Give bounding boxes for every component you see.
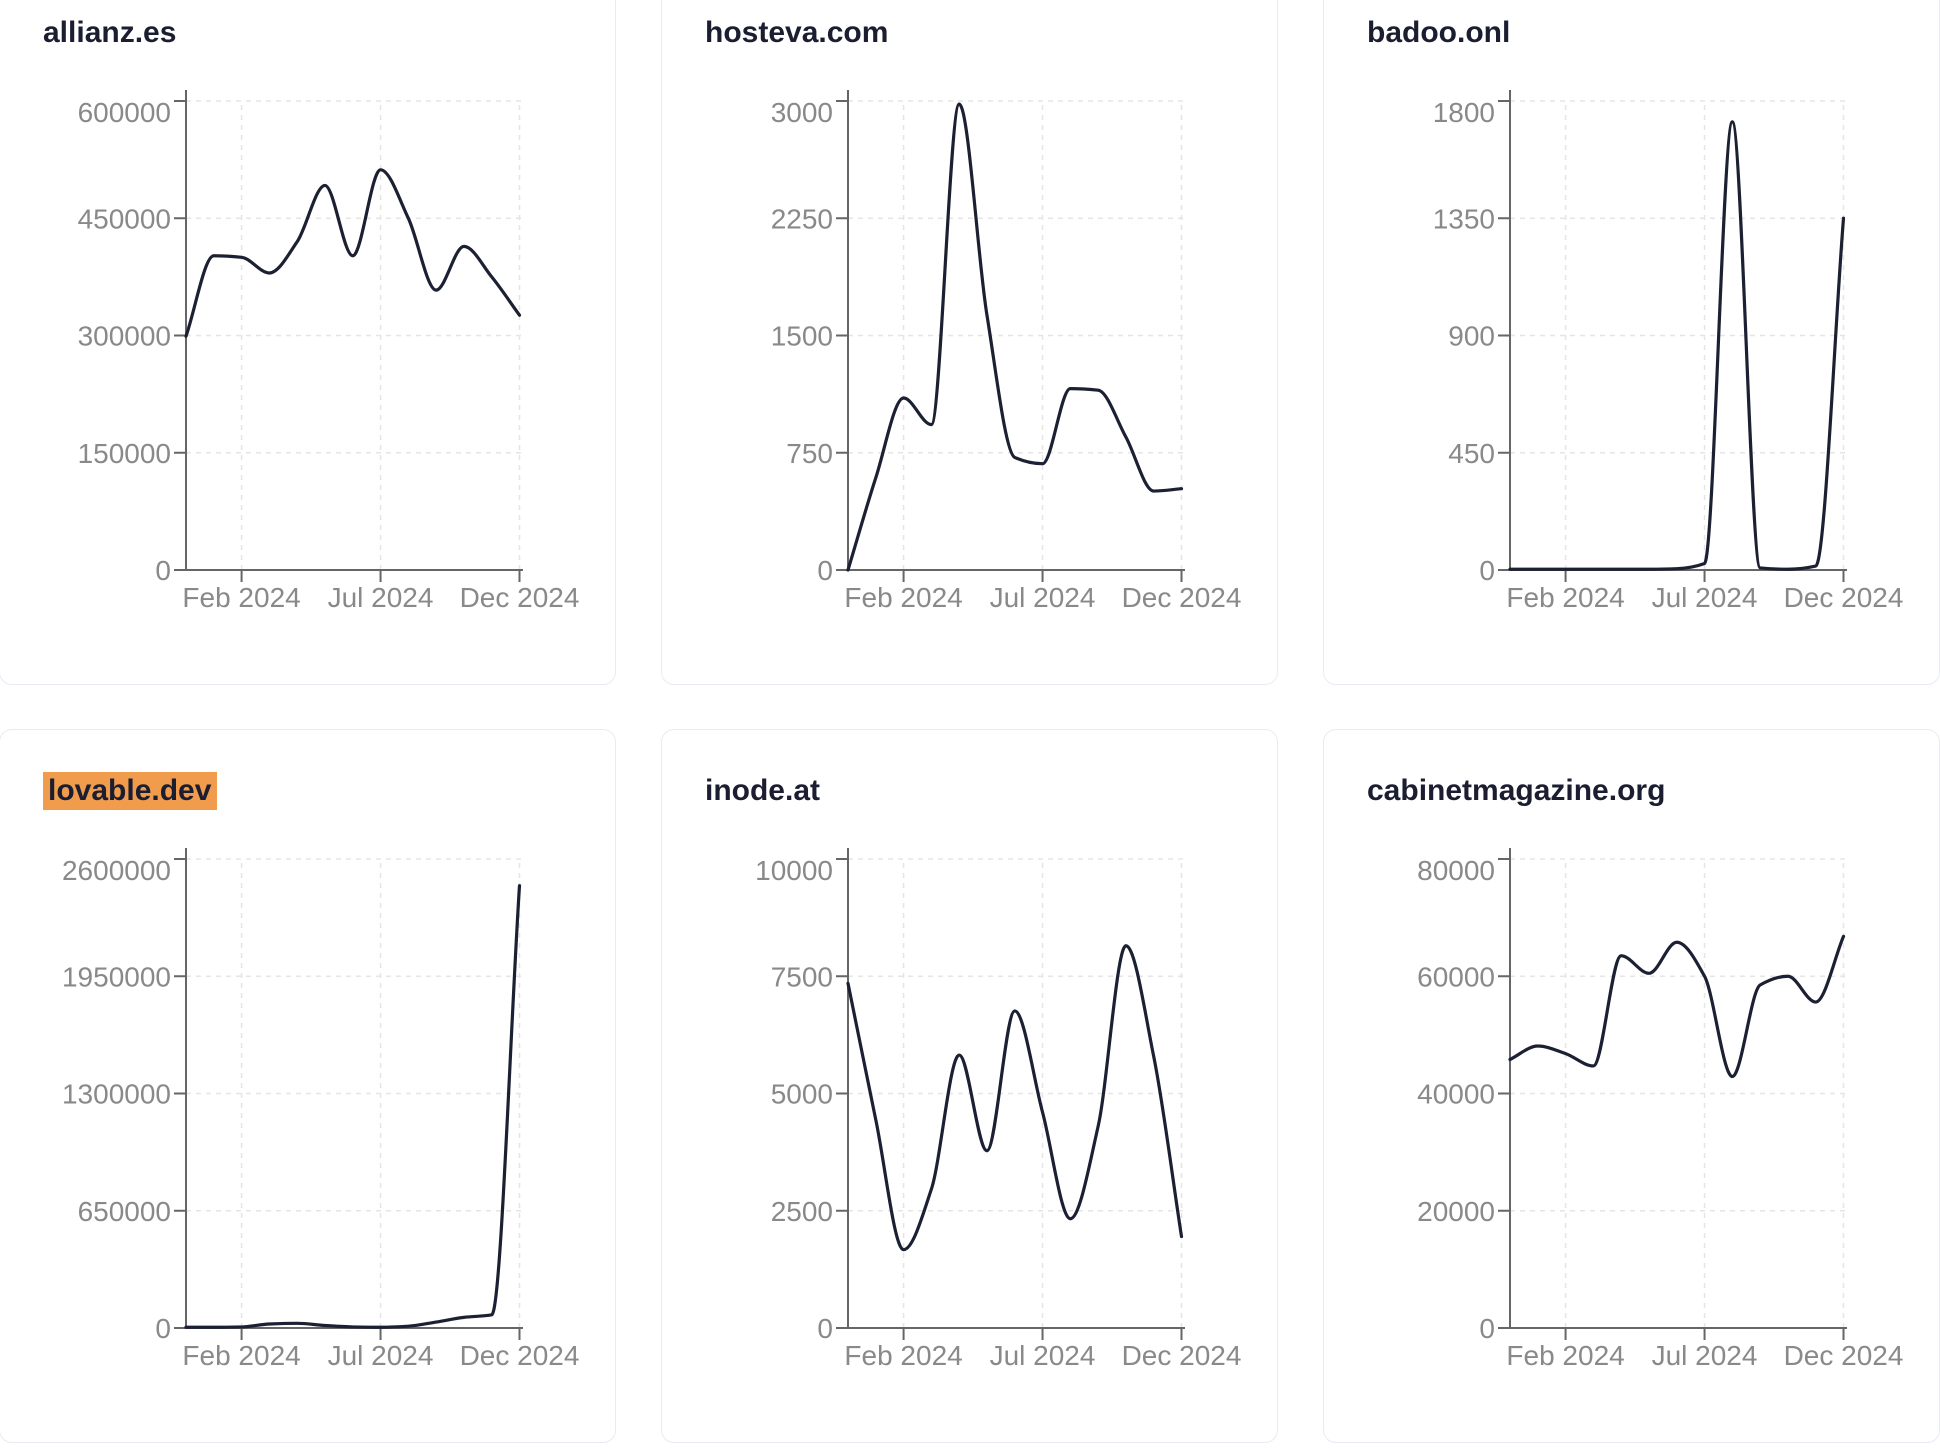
axes xyxy=(1498,848,1847,1340)
domain-card-cabinetmagazine[interactable]: cabinetmagazine.org 0 20000 40000 60000 8000… xyxy=(1323,729,1940,1443)
domain-name: badoo.onl xyxy=(1367,16,1511,49)
y-tick-label: 0 xyxy=(817,555,833,586)
domain-name: allianz.es xyxy=(43,16,177,49)
gridlines xyxy=(848,100,1185,570)
y-tick-label: 7500 xyxy=(771,961,833,992)
traffic-line-chart: 0 450 900 1350 1800 Feb 2024 Jul 2024 Dec 2024 xyxy=(1433,90,1904,613)
y-tick-label: 5000 xyxy=(771,1079,833,1110)
card-title: inode.at xyxy=(705,772,820,810)
y-tick-label: 3000 xyxy=(771,97,833,128)
y-tick-label: 0 xyxy=(155,555,171,586)
y-tick-label: 450000 xyxy=(78,203,171,234)
x-tick-label: Dec 2024 xyxy=(1784,582,1904,613)
domain-card-hosteva[interactable]: hosteva.com 0 750 1500 2250 3000 Feb 2024 Jul … xyxy=(661,0,1278,685)
domain-name: hosteva.com xyxy=(705,16,889,49)
traffic-line-chart: 0 20000 40000 60000 80000 Feb 2024 Jul 2024 Dec… xyxy=(1417,848,1903,1371)
domain-card-allianz[interactable]: allianz.es 0 150000 300000 450000 600000 Feb … xyxy=(0,0,616,685)
y-tick-label: 0 xyxy=(817,1313,833,1344)
x-tick-label: Dec 2024 xyxy=(1122,582,1242,613)
x-tick-label: Jul 2024 xyxy=(1652,1340,1758,1371)
traffic-series-line xyxy=(1508,934,1846,1079)
y-tick-label: 1800 xyxy=(1433,97,1495,128)
y-tick-label: 0 xyxy=(155,1313,171,1344)
y-tick-label: 600000 xyxy=(78,97,171,128)
x-tick-label: Feb 2024 xyxy=(182,1340,300,1371)
x-tick-label: Jul 2024 xyxy=(990,582,1096,613)
x-tick-label: Jul 2024 xyxy=(328,582,434,613)
traffic-line-chart: 0 650000 1300000 1950000 2600000 Feb 2024 Jul … xyxy=(62,848,579,1371)
axes xyxy=(836,848,1185,1340)
traffic-series-line xyxy=(184,168,522,338)
gridlines xyxy=(848,858,1185,1328)
card-title: cabinetmagazine.org xyxy=(1367,772,1665,810)
tick-labels: 0 650000 1300000 1950000 2600000 Feb 2024 Jul … xyxy=(62,855,579,1371)
x-tick-label: Jul 2024 xyxy=(1652,582,1758,613)
axes xyxy=(174,90,523,582)
traffic-series-line xyxy=(846,102,1184,572)
y-tick-label: 20000 xyxy=(1417,1196,1495,1227)
y-tick-label: 650000 xyxy=(78,1196,171,1227)
y-tick-label: 2500 xyxy=(771,1196,833,1227)
card-title: allianz.es xyxy=(43,14,176,52)
y-tick-label: 1500 xyxy=(771,321,833,352)
x-tick-label: Dec 2024 xyxy=(1122,1340,1242,1371)
y-tick-label: 300000 xyxy=(78,321,171,352)
y-tick-label: 80000 xyxy=(1417,855,1495,886)
x-tick-label: Feb 2024 xyxy=(182,582,300,613)
card-title: hosteva.com xyxy=(705,14,888,52)
gridlines xyxy=(186,858,523,1328)
y-tick-label: 2250 xyxy=(771,203,833,234)
y-tick-label: 0 xyxy=(1479,555,1495,586)
domain-card-badoo[interactable]: badoo.onl 0 450 900 1350 1800 Feb 2024 Jul 202… xyxy=(1323,0,1940,685)
traffic-line-chart: 0 2500 5000 7500 10000 Feb 2024 Jul 2024 Dec 20… xyxy=(755,848,1241,1371)
card-title: badoo.onl xyxy=(1367,14,1510,52)
x-tick-label: Feb 2024 xyxy=(1506,582,1624,613)
domain-name: cabinetmagazine.org xyxy=(1367,774,1666,807)
y-tick-label: 450 xyxy=(1448,438,1495,469)
y-tick-label: 1950000 xyxy=(62,961,171,992)
traffic-line-chart: 0 150000 300000 450000 600000 Feb 2024 Jul 202… xyxy=(78,90,580,613)
gridlines xyxy=(1510,100,1847,570)
traffic-series-line xyxy=(184,884,522,1329)
domain-name: inode.at xyxy=(705,774,821,807)
traffic-line-chart: 0 750 1500 2250 3000 Feb 2024 Jul 2024 Dec 2024 xyxy=(771,90,1242,613)
y-tick-label: 900 xyxy=(1448,321,1495,352)
x-tick-label: Jul 2024 xyxy=(328,1340,434,1371)
x-tick-label: Feb 2024 xyxy=(844,1340,962,1371)
tick-labels: 0 450 900 1350 1800 Feb 2024 Jul 2024 Dec 2024 xyxy=(1433,97,1904,613)
traffic-series-line xyxy=(1508,120,1846,571)
y-tick-label: 0 xyxy=(1479,1313,1495,1344)
y-tick-label: 2600000 xyxy=(62,855,171,886)
x-tick-label: Dec 2024 xyxy=(460,1340,580,1371)
y-tick-label: 150000 xyxy=(78,438,171,469)
x-tick-label: Feb 2024 xyxy=(1506,1340,1624,1371)
y-tick-label: 1300000 xyxy=(62,1079,171,1110)
axes xyxy=(836,90,1185,582)
tick-labels: 0 20000 40000 60000 80000 Feb 2024 Jul 2024 Dec… xyxy=(1417,855,1903,1371)
domain-card-inode[interactable]: inode.at 0 2500 5000 7500 10000 Feb 2024 Jul 2… xyxy=(661,729,1278,1443)
y-tick-label: 1350 xyxy=(1433,203,1495,234)
gridlines xyxy=(186,100,523,570)
tick-labels: 0 750 1500 2250 3000 Feb 2024 Jul 2024 Dec 2024 xyxy=(771,97,1242,613)
y-tick-label: 60000 xyxy=(1417,961,1495,992)
gridlines xyxy=(1510,858,1847,1328)
domain-card-lovable[interactable]: lovable.dev 0 650000 1300000 1950000 2600000… xyxy=(0,729,616,1443)
traffic-series-line xyxy=(846,944,1184,1252)
x-tick-label: Dec 2024 xyxy=(1784,1340,1904,1371)
x-tick-label: Jul 2024 xyxy=(990,1340,1096,1371)
y-tick-label: 40000 xyxy=(1417,1079,1495,1110)
tick-labels: 0 2500 5000 7500 10000 Feb 2024 Jul 2024 Dec 20… xyxy=(755,855,1241,1371)
y-tick-label: 10000 xyxy=(755,855,833,886)
tick-labels: 0 150000 300000 450000 600000 Feb 2024 Jul 202… xyxy=(78,97,580,613)
y-tick-label: 750 xyxy=(786,438,833,469)
card-title: lovable.dev xyxy=(43,772,218,810)
x-tick-label: Feb 2024 xyxy=(844,582,962,613)
x-tick-label: Dec 2024 xyxy=(460,582,580,613)
domain-name-highlighted: lovable.dev xyxy=(43,772,218,810)
